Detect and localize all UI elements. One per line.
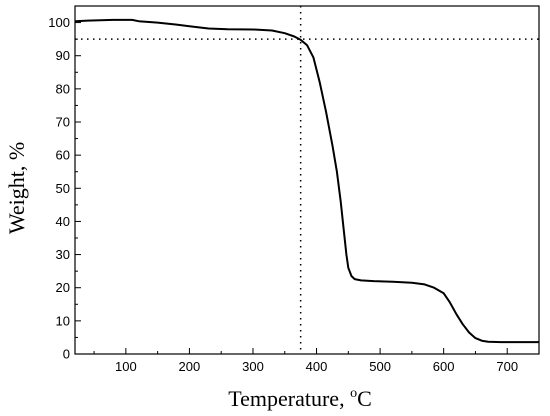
y-tick-label: 10 <box>56 313 70 328</box>
y-tick-label: 40 <box>56 214 70 229</box>
y-tick-label: 60 <box>56 148 70 163</box>
x-axis-title: Temperature, oC <box>228 386 372 411</box>
plot-area <box>74 5 540 355</box>
x-tick-label: 500 <box>369 359 391 374</box>
x-tick-label: 400 <box>306 359 328 374</box>
y-axis-title: Weight, % <box>4 142 29 234</box>
y-tick-label: 90 <box>56 48 70 63</box>
y-tick-label: 100 <box>48 15 70 30</box>
tick-labels: 100 200 300 400 500 600 700 0 10 20 30 40 50 60 70 80 90… <box>48 15 518 374</box>
y-tick-label: 80 <box>56 81 70 96</box>
y-tick-label: 20 <box>56 280 70 295</box>
plot-frame <box>74 5 540 355</box>
x-tick-label: 100 <box>115 359 137 374</box>
y-tick-label: 50 <box>56 181 70 196</box>
x-tick-label: 200 <box>179 359 201 374</box>
axis-ticks <box>75 22 540 355</box>
y-tick-label: 30 <box>56 247 70 262</box>
x-tick-label: 300 <box>242 359 264 374</box>
series-line-0 <box>74 18 539 344</box>
y-tick-label: 0 <box>63 347 70 362</box>
y-tick-label: 70 <box>56 115 70 130</box>
x-tick-label: 600 <box>433 359 455 374</box>
x-tick-label: 700 <box>496 359 518 374</box>
